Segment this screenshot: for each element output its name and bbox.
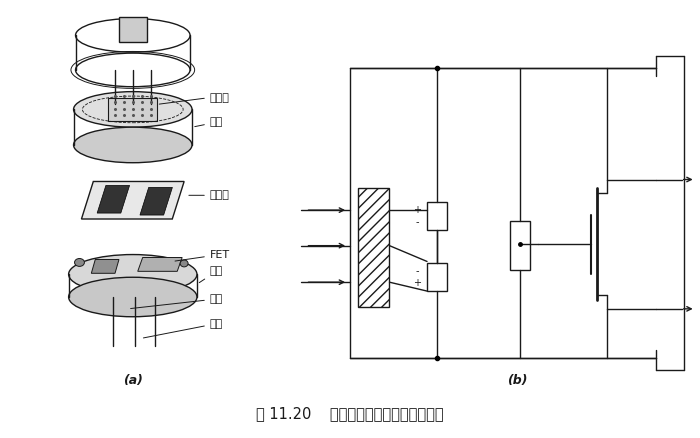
Polygon shape bbox=[91, 259, 119, 273]
Text: 图 11.20    热释电人体红外传感器的结构: 图 11.20 热释电人体红外传感器的结构 bbox=[256, 406, 444, 421]
Text: (b): (b) bbox=[507, 374, 527, 388]
Polygon shape bbox=[97, 185, 130, 213]
Bar bbox=[510, 221, 530, 270]
Ellipse shape bbox=[74, 258, 85, 266]
Ellipse shape bbox=[76, 53, 190, 87]
Text: 敏感元: 敏感元 bbox=[189, 190, 230, 200]
Text: +: + bbox=[413, 205, 421, 215]
Bar bbox=[108, 98, 158, 121]
Text: (a): (a) bbox=[123, 374, 143, 388]
Ellipse shape bbox=[74, 127, 192, 163]
Text: 滤光片: 滤光片 bbox=[159, 92, 230, 104]
Ellipse shape bbox=[74, 92, 192, 127]
Bar bbox=[119, 17, 146, 42]
Polygon shape bbox=[140, 187, 172, 215]
Polygon shape bbox=[138, 258, 182, 271]
Ellipse shape bbox=[76, 18, 190, 52]
Ellipse shape bbox=[69, 254, 197, 294]
Ellipse shape bbox=[180, 260, 188, 267]
Text: -: - bbox=[415, 217, 419, 227]
Text: 管座: 管座 bbox=[199, 266, 223, 283]
Ellipse shape bbox=[69, 277, 197, 317]
Bar bbox=[427, 202, 447, 230]
Text: -: - bbox=[415, 266, 419, 276]
Bar bbox=[427, 263, 447, 291]
Text: +: + bbox=[413, 278, 421, 288]
Bar bbox=[358, 188, 389, 307]
Text: 高阻: 高阻 bbox=[131, 294, 223, 308]
Text: 引线: 引线 bbox=[144, 319, 223, 338]
Text: FET: FET bbox=[175, 250, 230, 261]
Text: 管帽: 管帽 bbox=[195, 117, 223, 127]
Polygon shape bbox=[81, 181, 184, 219]
